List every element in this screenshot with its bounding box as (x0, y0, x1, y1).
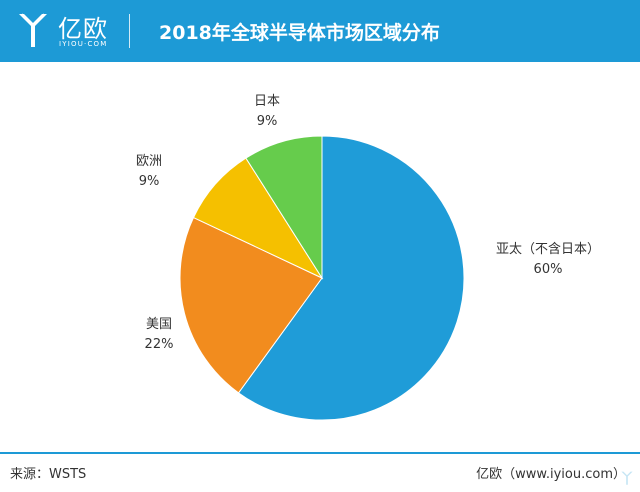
slice-europe (192, 157, 324, 280)
slice-label-europe: 欧洲 9% (124, 152, 174, 192)
site-credit: 亿欧（www.iyiou.com） (476, 467, 626, 482)
slice-name-japan: 日本 (253, 94, 280, 109)
source-note: 来源：WSTS (10, 467, 87, 482)
slice-name-europe: 欧洲 (135, 154, 162, 169)
header-divider (129, 14, 130, 48)
chart-title: 2018年全球半导体市场区域分布 (159, 22, 440, 44)
header-bar: 亿欧 IYIOU·COM 2018年全球半导体市场区域分布 (0, 0, 640, 62)
pie-chart (179, 135, 465, 421)
slice-label-japan: 日本 9% (242, 92, 292, 132)
slice-value-europe: 9% (138, 174, 160, 189)
brand-subtitle: IYIOU·COM (59, 40, 108, 48)
slice-name-asia-pacific: 亚太（不含日本） (495, 242, 600, 257)
watermark-logo-icon (621, 471, 633, 485)
slice-name-usa: 美国 (145, 317, 172, 332)
slice-label-usa: 美国 22% (124, 315, 194, 355)
slice-label-asia-pacific: 亚太（不含日本） 60% (478, 240, 618, 280)
slice-value-asia-pacific: 60% (533, 262, 563, 277)
brand-name: 亿欧 (58, 15, 108, 43)
slice-asia-pacific (237, 135, 465, 421)
footer-divider (0, 452, 640, 454)
slice-value-usa: 22% (144, 337, 174, 352)
yiou-logo-icon (19, 13, 47, 47)
slice-value-japan: 9% (256, 114, 278, 129)
slice-japan (245, 135, 323, 280)
